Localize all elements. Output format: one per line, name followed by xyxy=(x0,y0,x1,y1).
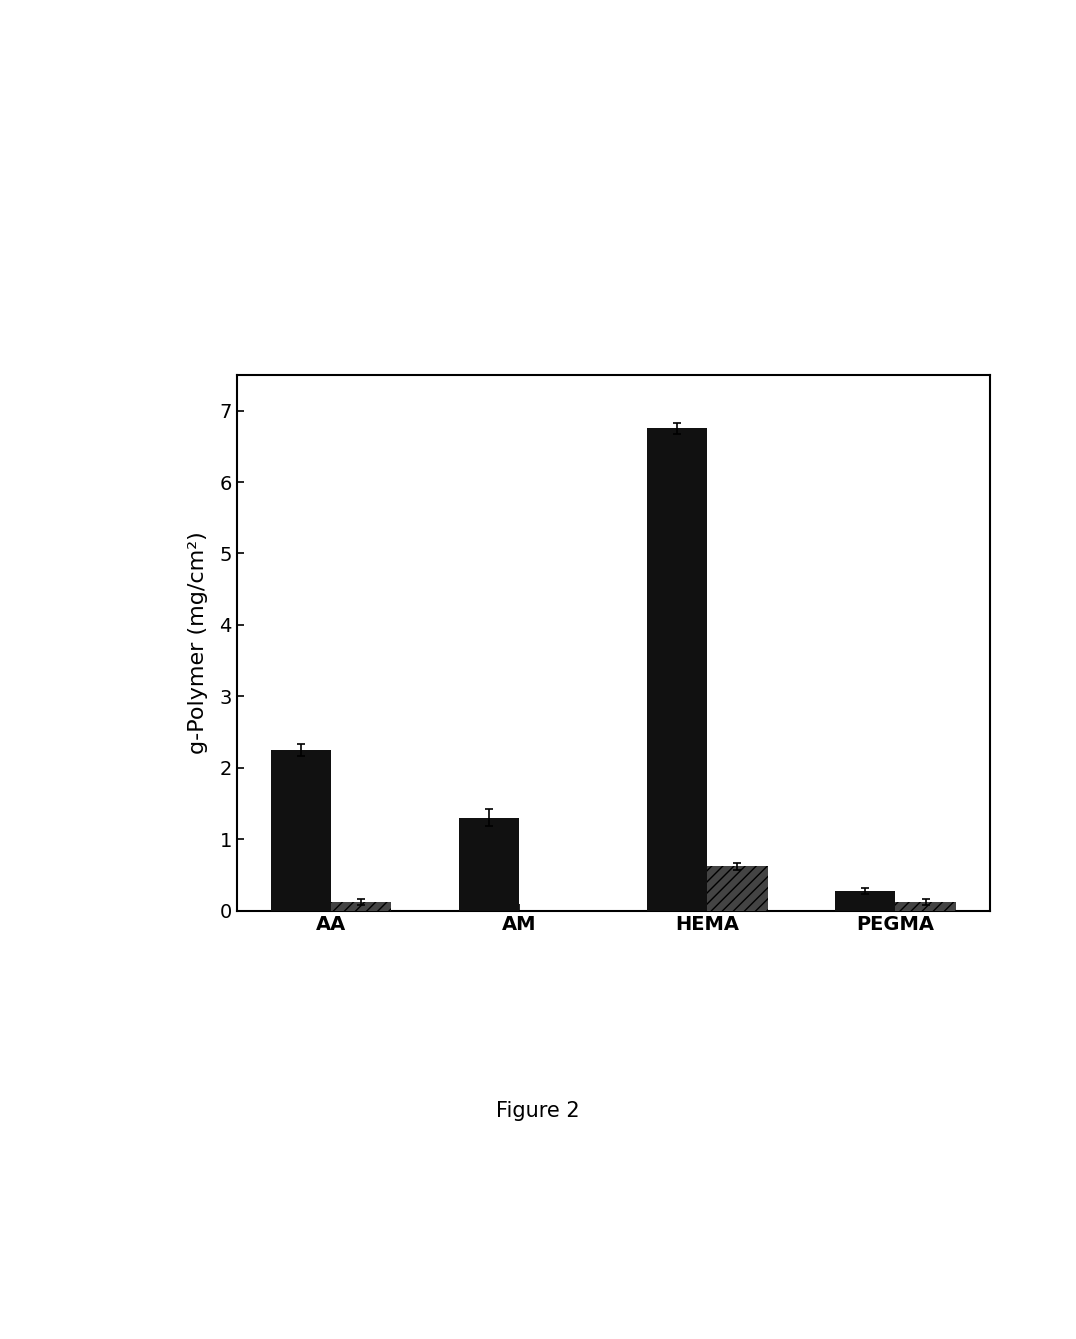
Text: Figure 2: Figure 2 xyxy=(496,1102,580,1121)
Bar xyxy=(895,902,955,911)
Y-axis label: g-Polymer (mg/cm²): g-Polymer (mg/cm²) xyxy=(188,532,209,754)
Bar xyxy=(459,818,520,911)
Bar xyxy=(647,428,707,911)
Bar xyxy=(331,902,392,911)
Bar xyxy=(835,892,895,911)
Bar xyxy=(707,866,767,911)
Bar xyxy=(271,750,331,911)
